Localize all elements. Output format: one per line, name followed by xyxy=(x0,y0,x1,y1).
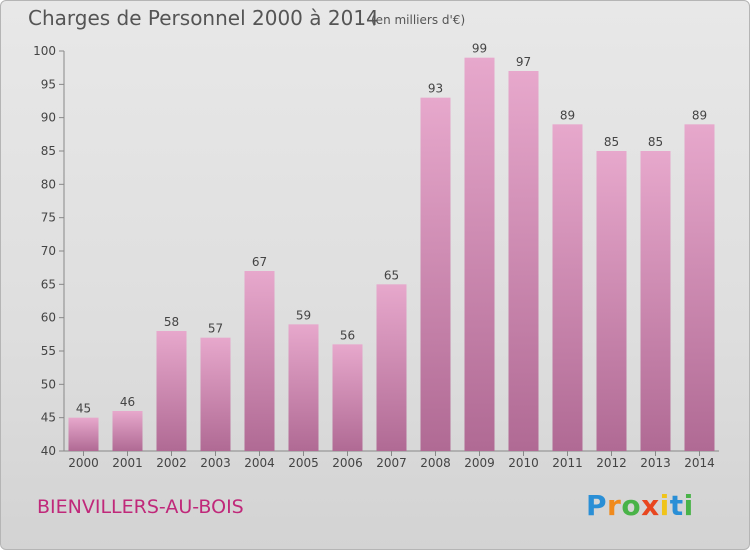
bar-value-label: 89 xyxy=(560,108,575,122)
bar xyxy=(508,71,539,451)
bar xyxy=(200,337,231,451)
y-tick-label: 70 xyxy=(41,244,56,258)
y-tick-label: 55 xyxy=(41,344,56,358)
logo-letter: P xyxy=(586,489,608,522)
x-axis: 2000 2001 2002 2003 2004 2005 2006 2007 2008 2009… xyxy=(64,450,719,470)
y-axis: 40 45 50 55 60 65 70 75 80 85 90 95 100 xyxy=(33,44,65,458)
x-tick-label: 2005 xyxy=(288,456,319,470)
x-tick-label: 2000 xyxy=(68,456,99,470)
logo-letter: i xyxy=(683,489,694,522)
bar-value-label: 56 xyxy=(340,328,355,342)
bar xyxy=(596,151,627,451)
y-tick-label: 75 xyxy=(41,211,56,225)
y-tick-label: 90 xyxy=(41,111,56,125)
y-tick-label: 50 xyxy=(41,377,56,391)
bar xyxy=(68,417,99,451)
x-tick-label: 2004 xyxy=(244,456,275,470)
bar xyxy=(244,271,275,451)
x-tick-label: 2001 xyxy=(112,456,143,470)
x-tick-label: 2012 xyxy=(596,456,627,470)
bar xyxy=(552,124,583,451)
bar-value-label: 93 xyxy=(428,82,443,96)
chart-title: Charges de Personnel 2000 à 2014 xyxy=(28,6,379,30)
x-tick-label: 2011 xyxy=(552,456,583,470)
y-tick-label: 80 xyxy=(41,177,56,191)
bar-value-label: 58 xyxy=(164,315,179,329)
bar xyxy=(420,97,451,452)
x-tick-label: 2002 xyxy=(156,456,187,470)
bar-value-label: 85 xyxy=(648,135,663,149)
logo-letter: i xyxy=(659,489,670,522)
x-tick-label: 2008 xyxy=(420,456,451,470)
bar xyxy=(112,411,143,451)
logo-letter: x xyxy=(641,489,660,522)
logo-letter: o xyxy=(621,489,642,522)
bar-value-label: 85 xyxy=(604,135,619,149)
bar xyxy=(156,331,187,451)
bar xyxy=(640,151,671,451)
bar xyxy=(684,124,715,451)
bar-value-label: 46 xyxy=(120,395,135,409)
bar-value-label: 59 xyxy=(296,308,311,322)
y-tick-label: 95 xyxy=(41,77,56,91)
proxiti-logo[interactable]: Proxiti xyxy=(586,489,694,522)
x-tick-label: 2013 xyxy=(640,456,671,470)
bar xyxy=(464,57,495,452)
bar-value-label: 57 xyxy=(208,322,223,336)
x-tick-label: 2010 xyxy=(508,456,539,470)
bar-value-label: 99 xyxy=(472,42,487,56)
commune-name: BIENVILLERS-AU-BOIS xyxy=(37,496,244,518)
bar-value-label: 65 xyxy=(384,268,399,282)
x-tick-label: 2014 xyxy=(684,456,715,470)
logo-letter: t xyxy=(669,489,684,522)
x-tick-label: 2007 xyxy=(376,456,407,470)
bar-value-label: 67 xyxy=(252,255,267,269)
x-tick-label: 2006 xyxy=(332,456,363,470)
data-labels: 45 46 58 57 67 59 56 65 93 99 97 89 85 85 89 xyxy=(76,42,707,416)
y-tick-label: 45 xyxy=(41,411,56,425)
y-tick-label: 65 xyxy=(41,277,56,291)
y-tick-label: 85 xyxy=(41,144,56,158)
x-tick-label: 2003 xyxy=(200,456,231,470)
x-tick-label: 2009 xyxy=(464,456,495,470)
logo-letter: r xyxy=(607,489,622,522)
chart-subtitle: (en milliers d'€) xyxy=(371,13,466,27)
y-tick-label: 60 xyxy=(41,311,56,325)
y-tick-label: 40 xyxy=(41,444,56,458)
bar-value-label: 45 xyxy=(76,402,91,416)
bar-value-label: 97 xyxy=(516,55,531,69)
y-tick-label: 100 xyxy=(33,44,56,58)
bar-value-label: 89 xyxy=(692,108,707,122)
bar xyxy=(332,344,363,451)
bar xyxy=(288,324,319,451)
bar xyxy=(376,284,407,451)
bars xyxy=(68,57,715,452)
